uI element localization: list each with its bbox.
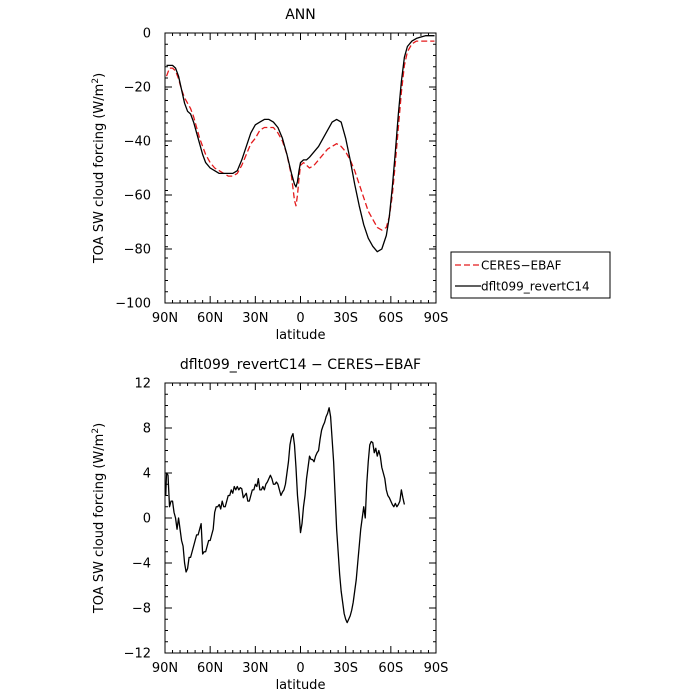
y-axis-label-text: TOA SW cloud forcing (W/m: [92, 434, 107, 615]
y-tick-label: −80: [124, 243, 151, 258]
x-tick-label: 0: [296, 661, 304, 676]
x-tick-label: 90N: [152, 661, 178, 676]
y-tick-label: 12: [134, 377, 151, 392]
y-axis-label: TOA SW cloud forcing (W/m2): [91, 423, 107, 614]
y-tick-label: −8: [132, 602, 151, 617]
x-tick-label: 0: [296, 311, 304, 326]
x-tick-label: 30N: [242, 661, 268, 676]
x-tick-label: 60N: [197, 311, 223, 326]
y-tick-label: −4: [132, 557, 151, 572]
x-tick-label: 60N: [197, 661, 223, 676]
series-line-difference: [165, 407, 406, 624]
y-tick-label: 8: [143, 422, 151, 437]
x-tick-label: 90S: [424, 661, 449, 676]
x-tick-label: 90S: [424, 311, 449, 326]
bottom-panel-difference: dflt099_revertC14 − CERES−EBAF 90N 60N 30N 0…: [91, 357, 448, 693]
x-tick-label: 60S: [378, 311, 403, 326]
y-axis-label-close: ): [92, 423, 107, 428]
y-tick-label: 4: [143, 467, 151, 482]
plot-frame: [164, 382, 437, 654]
chart-title: ANN: [285, 7, 316, 23]
x-tick-label: 60S: [378, 661, 403, 676]
legend: CERES−EBAF dflt099_revertC14: [450, 251, 611, 299]
x-tick-label: 30N: [242, 311, 268, 326]
legend-label: CERES−EBAF: [481, 259, 562, 273]
x-tick-label: 30S: [333, 311, 358, 326]
legend-label: dflt099_revertC14: [481, 280, 590, 294]
legend-box: [450, 251, 611, 299]
chart-title: dflt099_revertC14 − CERES−EBAF: [180, 357, 421, 373]
y-axis-label-superscript: 2: [91, 78, 101, 84]
x-axis-label: latitude: [276, 328, 326, 343]
top-panel-annual-cloud-forcing: ANN 90N 60N 30N 0 30S 60S 90S 0 −20 −40 −60 −80 −100 l…: [91, 7, 448, 343]
y-tick-label: −20: [124, 81, 151, 96]
x-tick-label: 90N: [152, 311, 178, 326]
y-tick-label: −12: [124, 647, 151, 662]
series-line-dflt099-revertc14: [166, 35, 435, 253]
y-tick-label: −40: [124, 135, 151, 150]
y-tick-label: −60: [124, 189, 151, 204]
y-tick-label: 0: [143, 27, 151, 42]
y-tick-label: 0: [143, 512, 151, 527]
x-tick-label: 30S: [333, 661, 358, 676]
y-tick-label: −100: [115, 297, 151, 312]
y-axis-label: TOA SW cloud forcing (W/m2): [91, 73, 107, 264]
x-axis-label: latitude: [276, 678, 326, 693]
plot-frame: [164, 32, 437, 304]
series-line-ceres-ebaf: [165, 40, 435, 231]
y-axis-label-close: ): [92, 73, 107, 78]
y-axis-label-superscript: 2: [91, 428, 101, 434]
y-axis-label-text: TOA SW cloud forcing (W/m: [92, 84, 107, 265]
